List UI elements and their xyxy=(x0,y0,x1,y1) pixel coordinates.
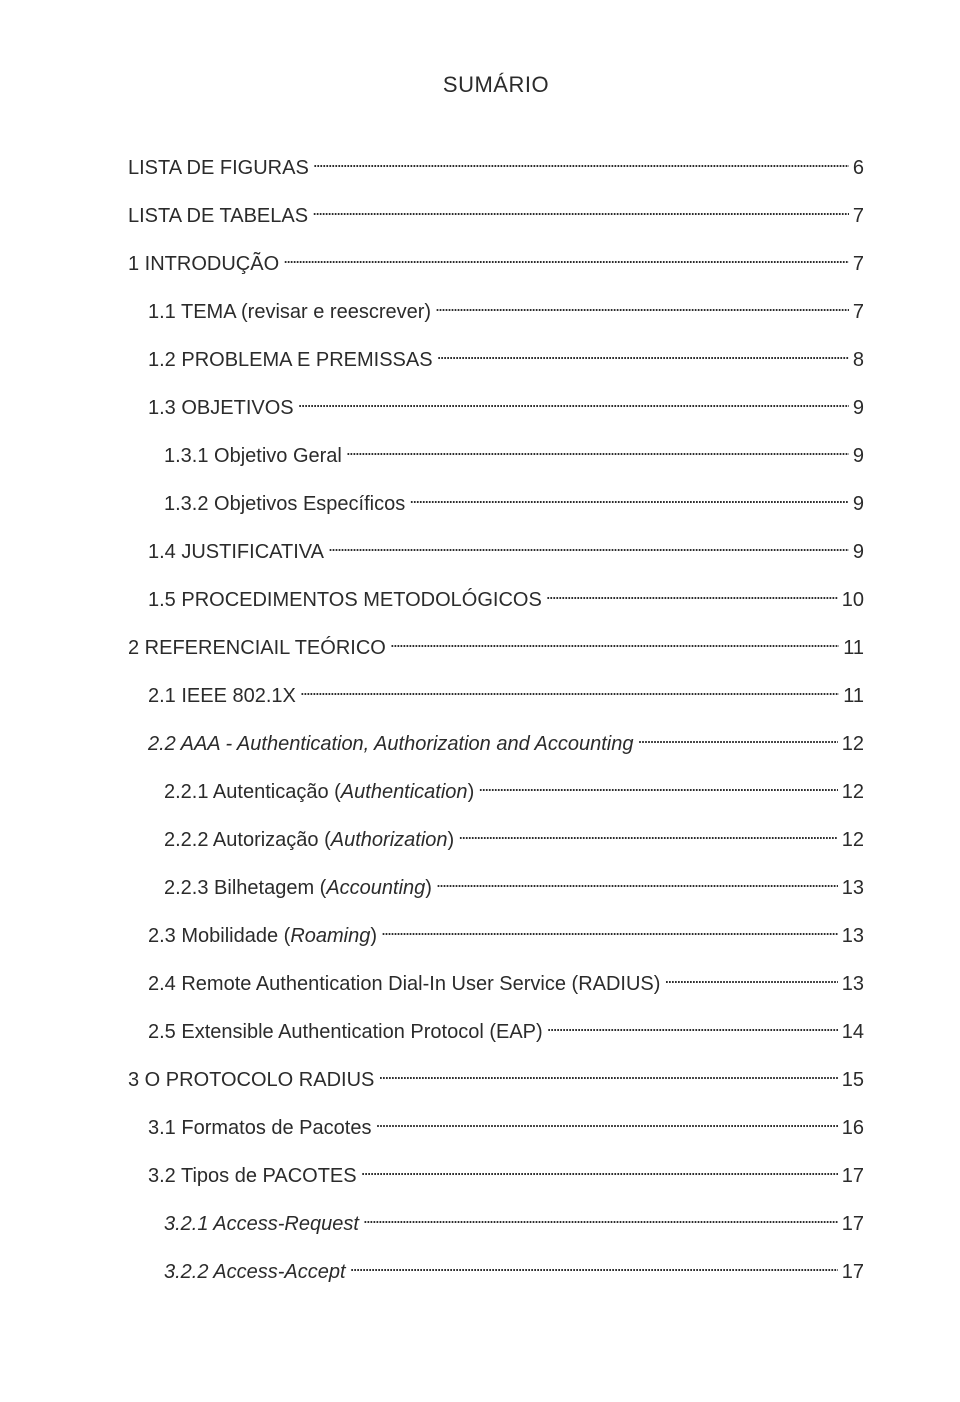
toc-entry: 1.3.2 Objetivos Específicos 9 xyxy=(128,488,864,516)
toc-entry-label: 2.1 IEEE 802.1X xyxy=(148,684,296,708)
toc-leader-dots xyxy=(409,488,849,510)
toc-entry: 1.2 PROBLEMA E PREMISSAS 8 xyxy=(128,344,864,372)
toc-entry-page: 11 xyxy=(843,684,864,708)
toc-leader-dots xyxy=(546,584,838,606)
toc-entry: 1.3 OBJETIVOS 9 xyxy=(128,392,864,420)
toc-leader-dots xyxy=(638,728,838,750)
toc-leader-dots xyxy=(664,968,837,990)
toc-leader-dots xyxy=(390,632,839,654)
toc-entry-page: 10 xyxy=(842,588,864,612)
toc-entry: 3 O PROTOCOLO RADIUS 15 xyxy=(128,1064,864,1092)
toc-entry-label: 2.2.2 Autorização (Authorization) xyxy=(164,828,454,852)
toc-leader-dots xyxy=(350,1256,838,1278)
toc-entry: LISTA DE TABELAS 7 xyxy=(128,200,864,228)
toc-leader-dots xyxy=(300,680,839,702)
toc-entry-label: 1.1 TEMA (revisar e reescrever) xyxy=(148,300,431,324)
toc-entry-page: 16 xyxy=(842,1116,864,1140)
toc-leader-dots xyxy=(313,152,849,174)
toc-entry-label: 2.2.1 Autenticação (Authentication) xyxy=(164,780,474,804)
toc-leader-dots xyxy=(378,1064,837,1086)
toc-entry-page: 6 xyxy=(853,156,864,180)
toc-leader-dots xyxy=(436,872,838,894)
toc-leader-dots xyxy=(328,536,849,558)
toc-leader-dots xyxy=(361,1160,838,1182)
toc-entry: 1.3.1 Objetivo Geral 9 xyxy=(128,440,864,468)
toc-entry-page: 11 xyxy=(843,636,864,660)
toc-list: LISTA DE FIGURAS6LISTA DE TABELAS71 INTR… xyxy=(128,152,864,1284)
toc-entry-label: 2.2 AAA - Authentication, Authorization … xyxy=(148,732,634,756)
toc-entry: 2.1 IEEE 802.1X 11 xyxy=(128,680,864,708)
toc-leader-dots xyxy=(312,200,849,222)
toc-entry-page: 7 xyxy=(853,204,864,228)
toc-title: SUMÁRIO xyxy=(128,72,864,98)
toc-leader-dots xyxy=(363,1208,838,1230)
toc-entry-page: 7 xyxy=(853,300,864,324)
toc-entry: 3.2 Tipos de PACOTES 17 xyxy=(128,1160,864,1188)
toc-entry: 2 REFERENCIAIL TEÓRICO 11 xyxy=(128,632,864,660)
toc-entry-page: 13 xyxy=(842,972,864,996)
toc-entry: 1.4 JUSTIFICATIVA 9 xyxy=(128,536,864,564)
toc-entry-label: 3.1 Formatos de Pacotes xyxy=(148,1116,371,1140)
toc-entry: 1 INTRODUÇÃO 7 xyxy=(128,248,864,276)
toc-entry: 2.2.3 Bilhetagem (Accounting) 13 xyxy=(128,872,864,900)
toc-entry-label: 1 INTRODUÇÃO xyxy=(128,252,279,276)
toc-entry-label: 1.5 PROCEDIMENTOS METODOLÓGICOS xyxy=(148,588,542,612)
toc-entry-page: 8 xyxy=(853,348,864,372)
toc-entry-page: 17 xyxy=(842,1260,864,1284)
toc-entry: 1.1 TEMA (revisar e reescrever) 7 xyxy=(128,296,864,324)
toc-entry-label: 1.4 JUSTIFICATIVA xyxy=(148,540,324,564)
toc-entry-page: 9 xyxy=(853,396,864,420)
toc-entry-page: 13 xyxy=(842,876,864,900)
toc-entry-label: 1.2 PROBLEMA E PREMISSAS xyxy=(148,348,433,372)
toc-leader-dots xyxy=(375,1112,837,1134)
toc-entry-page: 17 xyxy=(842,1164,864,1188)
toc-entry-label: 3.2.2 Access-Accept xyxy=(164,1260,346,1284)
toc-entry-label: 2.3 Mobilidade (Roaming) xyxy=(148,924,377,948)
toc-leader-dots xyxy=(547,1016,838,1038)
toc-leader-dots xyxy=(437,344,849,366)
toc-entry: 3.1 Formatos de Pacotes 16 xyxy=(128,1112,864,1140)
toc-entry-label: 1.3 OBJETIVOS xyxy=(148,396,294,420)
toc-entry-label: 1.3.2 Objetivos Específicos xyxy=(164,492,405,516)
toc-leader-dots xyxy=(478,776,838,798)
toc-entry-page: 12 xyxy=(842,780,864,804)
toc-entry-page: 9 xyxy=(853,540,864,564)
toc-entry-label: 3.2 Tipos de PACOTES xyxy=(148,1164,357,1188)
toc-entry-label: 3.2.1 Access-Request xyxy=(164,1212,359,1236)
toc-entry: LISTA DE FIGURAS 6 xyxy=(128,152,864,180)
toc-entry-label: LISTA DE FIGURAS xyxy=(128,156,309,180)
toc-leader-dots xyxy=(381,920,838,942)
toc-entry-page: 9 xyxy=(853,444,864,468)
toc-entry: 3.2.1 Access-Request 17 xyxy=(128,1208,864,1236)
toc-entry-label: LISTA DE TABELAS xyxy=(128,204,308,228)
toc-entry-page: 9 xyxy=(853,492,864,516)
toc-entry-label: 2.2.3 Bilhetagem (Accounting) xyxy=(164,876,432,900)
toc-entry-page: 14 xyxy=(842,1020,864,1044)
toc-entry-label: 2.5 Extensible Authentication Protocol (… xyxy=(148,1020,543,1044)
toc-entry-page: 15 xyxy=(842,1068,864,1092)
toc-page: SUMÁRIO LISTA DE FIGURAS 6 LISTA DE TABELA… xyxy=(0,0,960,1402)
toc-entry-label: 2.4 Remote Authentication Dial-In User S… xyxy=(148,972,660,996)
toc-entry: 2.4 Remote Authentication Dial-In User S… xyxy=(128,968,864,996)
toc-entry: 1.5 PROCEDIMENTOS METODOLÓGICOS 10 xyxy=(128,584,864,612)
toc-entry-label: 2 REFERENCIAIL TEÓRICO xyxy=(128,636,386,660)
toc-leader-dots xyxy=(458,824,838,846)
toc-entry: 3.2.2 Access-Accept 17 xyxy=(128,1256,864,1284)
toc-entry-page: 17 xyxy=(842,1212,864,1236)
toc-entry: 2.3 Mobilidade (Roaming) 13 xyxy=(128,920,864,948)
toc-entry-page: 12 xyxy=(842,732,864,756)
toc-leader-dots xyxy=(346,440,849,462)
toc-entry: 2.2.1 Autenticação (Authentication) 12 xyxy=(128,776,864,804)
toc-leader-dots xyxy=(435,296,849,318)
toc-entry-label: 1.3.1 Objetivo Geral xyxy=(164,444,342,468)
toc-entry: 2.2 AAA - Authentication, Authorization … xyxy=(128,728,864,756)
toc-leader-dots xyxy=(298,392,849,414)
toc-entry-label: 3 O PROTOCOLO RADIUS xyxy=(128,1068,374,1092)
toc-entry-page: 13 xyxy=(842,924,864,948)
toc-entry: 2.2.2 Autorização (Authorization) 12 xyxy=(128,824,864,852)
toc-entry-page: 12 xyxy=(842,828,864,852)
toc-entry: 2.5 Extensible Authentication Protocol (… xyxy=(128,1016,864,1044)
toc-entry-page: 7 xyxy=(853,252,864,276)
toc-leader-dots xyxy=(283,248,849,270)
